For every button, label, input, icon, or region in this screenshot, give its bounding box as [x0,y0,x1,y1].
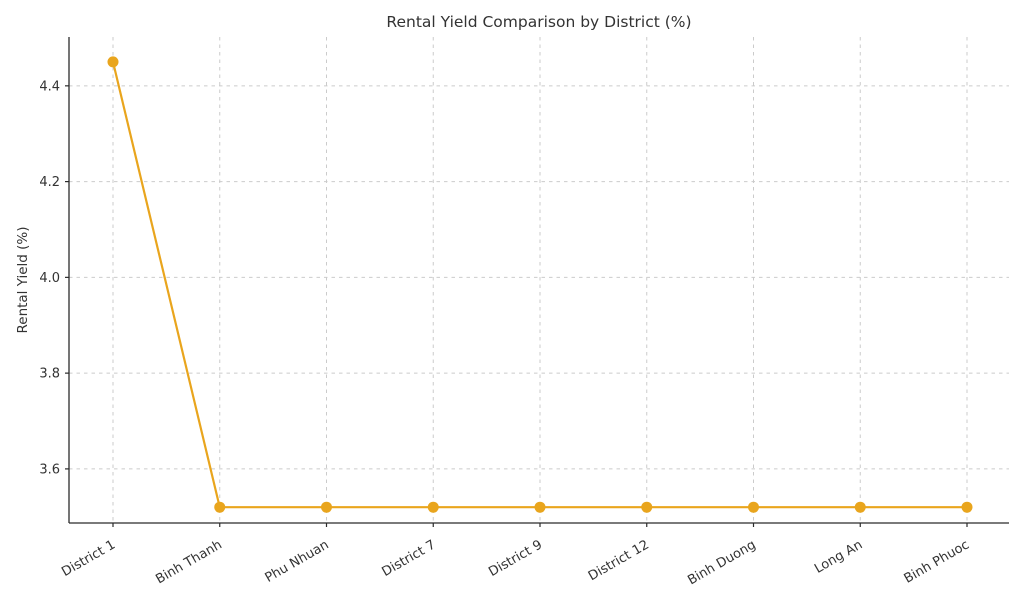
x-tick-label: Long An [812,537,865,576]
data-point [961,501,973,513]
x-tick-label: District 1 [59,537,118,580]
data-point [534,501,546,513]
x-tick-label: District 12 [586,537,652,584]
y-tick-label: 3.8 [39,367,60,382]
x-tick-label: Binh Duong [685,537,758,588]
data-point [854,501,866,513]
data-point [321,501,332,513]
y-axis-title: Rental Yield (%) [15,226,31,333]
x-tick-label: District 7 [380,537,439,580]
chart-title: Rental Yield Comparison by District (%) [386,13,691,31]
x-tick-label: Binh Phuoc [902,537,972,586]
data-point [427,501,439,513]
x-tick-label: District 9 [486,537,545,580]
data-point [748,501,759,513]
data-point [107,56,119,68]
x-tick-label: Phu Nhuan [263,537,332,585]
data-point [641,501,653,513]
x-tick-label: Binh Thanh [153,537,224,587]
y-tick-label: 4.2 [39,175,60,190]
y-tick-label: 4.0 [39,271,60,286]
data-point [214,501,226,513]
y-tick-label: 3.6 [39,462,60,477]
y-tick-label: 4.4 [39,79,60,94]
